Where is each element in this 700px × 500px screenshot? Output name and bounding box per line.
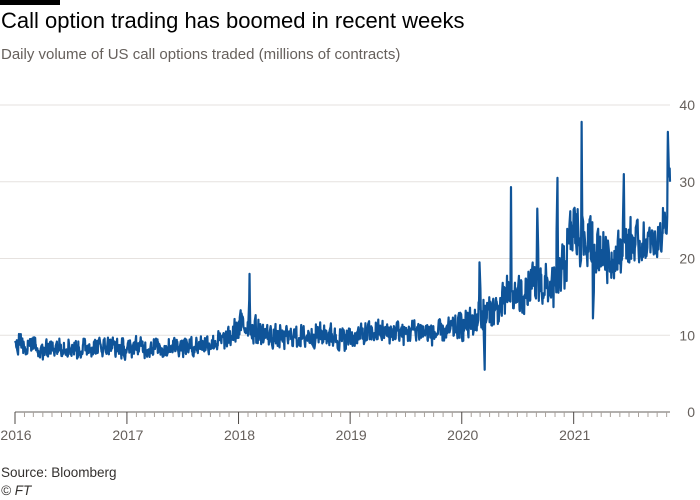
ft-top-bar bbox=[0, 0, 60, 5]
chart-area: 2016 2017 2018 2019 2020 2021 0 10 20 30 40 bbox=[0, 97, 695, 443]
series-layer bbox=[14, 120, 672, 371]
source-note: Source: Bloomberg bbox=[1, 465, 117, 480]
copyright-note: © FT bbox=[1, 483, 32, 498]
chart-title: Call option trading has boomed in recent… bbox=[1, 8, 465, 33]
series-line bbox=[14, 120, 672, 371]
x-tick-label: 2020 bbox=[447, 427, 478, 443]
y-tick-label: 0 bbox=[687, 404, 695, 420]
x-axis: 2016 2017 2018 2019 2020 2021 bbox=[0, 411, 670, 443]
chart-subtitle: Daily volume of US call options traded (… bbox=[1, 46, 401, 63]
y-tick-label: 10 bbox=[679, 327, 695, 343]
y-tick-label: 20 bbox=[679, 251, 695, 267]
y-axis: 0 10 20 30 40 bbox=[679, 97, 695, 420]
x-tick-label: 2016 bbox=[0, 427, 31, 443]
x-tick-label: 2017 bbox=[112, 427, 143, 443]
y-tick-label: 30 bbox=[679, 174, 695, 190]
x-tick-label: 2018 bbox=[224, 427, 255, 443]
x-tick-label: 2021 bbox=[559, 427, 590, 443]
y-tick-label: 40 bbox=[679, 97, 695, 113]
x-tick-label: 2019 bbox=[336, 427, 367, 443]
